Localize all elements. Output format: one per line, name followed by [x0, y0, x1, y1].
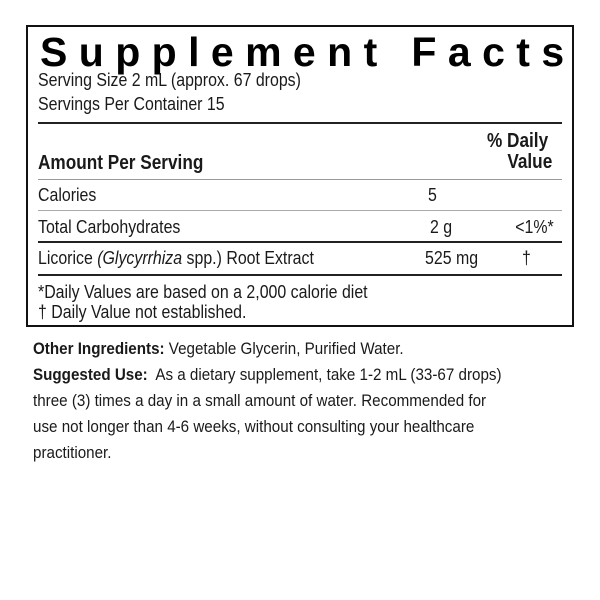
nutrient-name: Total Carbohydrates [38, 216, 181, 237]
nutrient-daily-value: † [522, 247, 531, 268]
panel-title: Supplement Facts [40, 29, 576, 75]
other-ingredients: Other Ingredients: Vegetable Glycerin, P… [33, 340, 404, 358]
divider [38, 122, 562, 124]
nutrient-name: Licorice (Glycyrrhiza spp.) Root Extract [38, 247, 314, 268]
divider [38, 179, 562, 180]
nutrient-daily-value: <1%* [515, 216, 554, 237]
divider [38, 241, 562, 243]
divider [38, 274, 562, 276]
footnote-not-established: † Daily Value not established. [38, 301, 247, 322]
nutrient-amount: 5 [428, 184, 437, 205]
supplement-facts-panel: Supplement Facts Serving Size 2 mL (appr… [26, 25, 574, 327]
footnote-daily-values: *Daily Values are based on a 2,000 calor… [38, 281, 368, 302]
nutrient-name: Calories [38, 184, 97, 205]
daily-value-header: % Daily Value [486, 130, 552, 173]
amount-per-serving-header: Amount Per Serving [38, 152, 204, 174]
servings-per-container: Servings Per Container 15 [38, 93, 225, 114]
nutrient-amount: 525 mg [425, 247, 479, 268]
serving-size: Serving Size 2 mL (approx. 67 drops) [38, 69, 301, 90]
divider [38, 210, 562, 211]
nutrient-amount: 2 g [430, 216, 453, 237]
